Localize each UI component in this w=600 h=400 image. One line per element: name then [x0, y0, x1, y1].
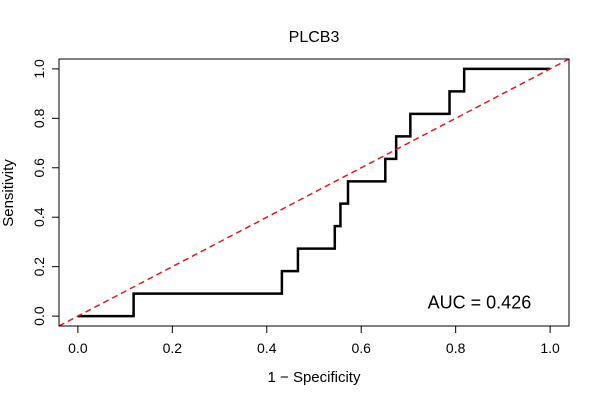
x-tick-label: 0.4 — [257, 340, 277, 356]
x-tick-label: 1.0 — [540, 340, 560, 356]
plot-frame — [58, 58, 570, 327]
x-tick-label: 0.6 — [351, 340, 371, 356]
roc-curve-line — [77, 67, 551, 318]
x-tick-label: 0.0 — [68, 340, 88, 356]
x-axis-title: 1 − Specificity — [268, 369, 361, 386]
plot-series — [58, 58, 570, 327]
x-axis: 0.0 0.2 0.4 0.6 0.8 1.0 — [68, 325, 560, 356]
y-tick-label: 0.4 — [31, 207, 47, 227]
y-tick-label: 0.6 — [31, 158, 47, 178]
y-tick-label: 0.2 — [31, 257, 47, 277]
y-axis: 0.0 0.2 0.4 0.6 0.8 1.0 — [31, 59, 60, 326]
y-tick-label: 1.0 — [31, 59, 47, 79]
y-tick-label: 0.0 — [31, 306, 47, 326]
auc-annotation: AUC = 0.426 — [428, 293, 532, 313]
x-tick-label: 0.2 — [163, 340, 183, 356]
x-tick-label: 0.8 — [446, 340, 466, 356]
y-axis-title: Sensitivity — [0, 159, 17, 227]
y-tick-label: 0.8 — [31, 108, 47, 128]
chart-title: PLCB3 — [289, 29, 340, 46]
reference-diagonal-line — [58, 58, 570, 327]
